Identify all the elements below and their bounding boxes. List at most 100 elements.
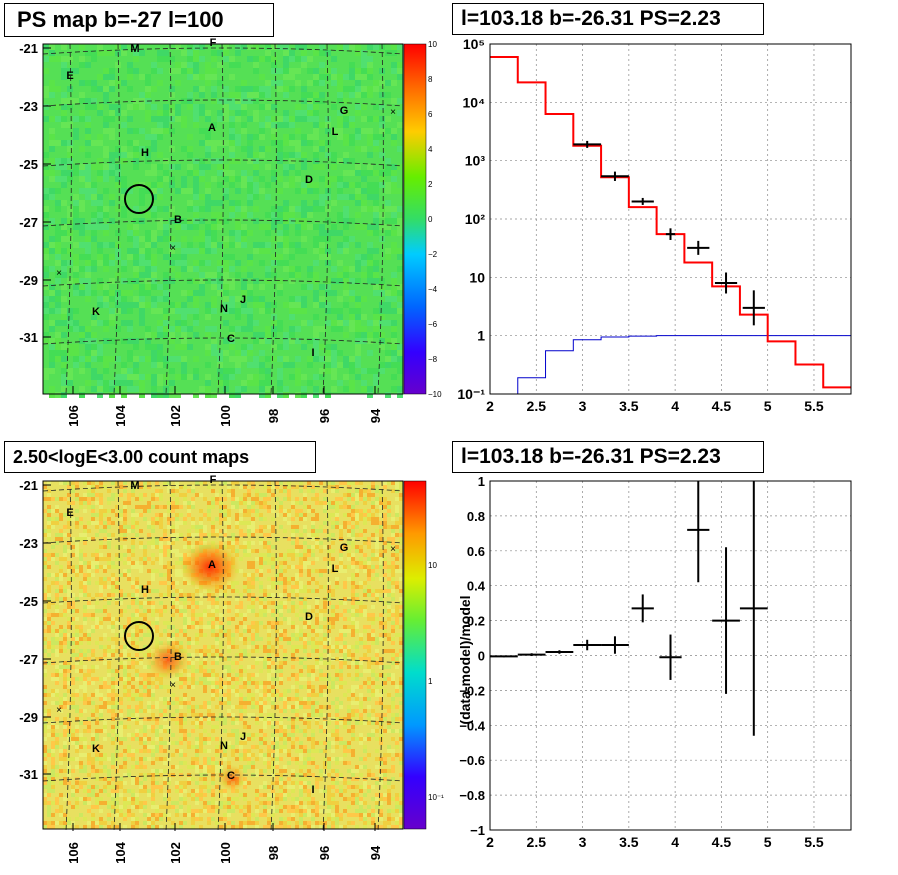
map-pixel	[59, 565, 63, 569]
map-pixel	[289, 86, 295, 92]
map-pixel	[399, 613, 403, 617]
map-pixel	[123, 573, 127, 577]
map-pixel	[319, 661, 323, 665]
map-pixel	[217, 140, 223, 146]
map-pixel	[219, 501, 223, 505]
map-pixel	[139, 545, 143, 549]
map-pixel	[337, 74, 343, 80]
map-pixel	[123, 509, 127, 513]
map-pixel	[79, 56, 85, 62]
map-pixel	[299, 489, 303, 493]
map-pixel	[75, 617, 79, 621]
map-pixel	[55, 296, 61, 302]
map-pixel	[181, 374, 187, 380]
map-pixel	[355, 601, 359, 605]
map-pixel	[83, 529, 87, 533]
map-pixel	[351, 653, 355, 657]
map-pixel	[97, 86, 103, 92]
map-pixel	[359, 497, 363, 501]
map-pixel	[259, 717, 263, 721]
map-pixel	[99, 585, 103, 589]
map-pixel	[235, 50, 241, 56]
map-pixel	[265, 80, 271, 86]
map-pixel	[227, 657, 231, 661]
map-pixel	[235, 517, 239, 521]
map-pixel	[383, 513, 387, 517]
map-pixel	[395, 565, 399, 569]
map-pixel	[175, 218, 181, 224]
map-pixel	[169, 236, 175, 242]
map-pixel	[83, 685, 87, 689]
map-pixel	[123, 645, 127, 649]
map-pixel	[347, 521, 351, 525]
map-pixel	[171, 533, 175, 537]
map-pixel	[291, 609, 295, 613]
x-tick-label: 3	[579, 398, 587, 414]
map-pixel	[215, 533, 219, 537]
map-pixel	[299, 585, 303, 589]
map-pixel	[127, 705, 131, 709]
map-pixel	[247, 501, 251, 505]
map-pixel	[301, 62, 307, 68]
map-pixel	[139, 569, 143, 573]
map-pixel	[391, 561, 395, 565]
map-pixel	[145, 134, 151, 140]
map-pixel	[139, 290, 145, 296]
map-pixel	[243, 493, 247, 497]
map-pixel	[283, 74, 289, 80]
map-pixel	[335, 641, 339, 645]
map-pixel	[287, 689, 291, 693]
map-pixel	[283, 629, 287, 633]
map-pixel	[299, 637, 303, 641]
map-pixel	[289, 272, 295, 278]
map-pixel	[111, 697, 115, 701]
map-pixel	[87, 493, 91, 497]
map-pixel	[109, 116, 115, 122]
map-pixel	[43, 68, 49, 74]
map-pixel	[217, 224, 223, 230]
map-pixel	[287, 481, 291, 485]
map-pixel	[265, 164, 271, 170]
map-pixel	[111, 481, 115, 485]
map-pixel	[99, 565, 103, 569]
map-pixel	[107, 521, 111, 525]
map-pixel	[175, 344, 181, 350]
map-pixel	[91, 485, 95, 489]
map-pixel	[55, 613, 59, 617]
map-pixel	[179, 593, 183, 597]
map-pixel	[311, 705, 315, 709]
map-pixel	[67, 641, 71, 645]
map-pixel	[265, 86, 271, 92]
map-pixel	[83, 609, 87, 613]
map-pixel	[99, 529, 103, 533]
map-pixel	[385, 164, 391, 170]
map-pixel	[187, 625, 191, 629]
map-pixel	[331, 605, 335, 609]
map-pixel	[211, 278, 217, 284]
map-pixel	[63, 665, 67, 669]
map-pixel	[323, 609, 327, 613]
map-pixel	[259, 637, 263, 641]
map-pixel	[123, 673, 127, 677]
map-pixel	[367, 368, 373, 374]
map-pixel	[319, 585, 323, 589]
map-pixel	[187, 673, 191, 677]
map-pixel	[151, 272, 157, 278]
map-pixel	[347, 705, 351, 709]
map-pixel	[351, 657, 355, 661]
map-pixel	[355, 80, 361, 86]
map-pixel	[263, 705, 267, 709]
map-pixel	[349, 296, 355, 302]
map-pixel	[355, 501, 359, 505]
map-pixel	[351, 677, 355, 681]
map-pixel	[267, 713, 271, 717]
map-pixel	[181, 254, 187, 260]
map-pixel	[259, 501, 263, 505]
map-pixel	[335, 669, 339, 673]
map-pixel	[157, 350, 163, 356]
map-pixel	[263, 553, 267, 557]
map-pixel	[109, 74, 115, 80]
map-pixel	[313, 302, 319, 308]
map-pixel	[263, 717, 267, 721]
map-pixel	[67, 146, 73, 152]
